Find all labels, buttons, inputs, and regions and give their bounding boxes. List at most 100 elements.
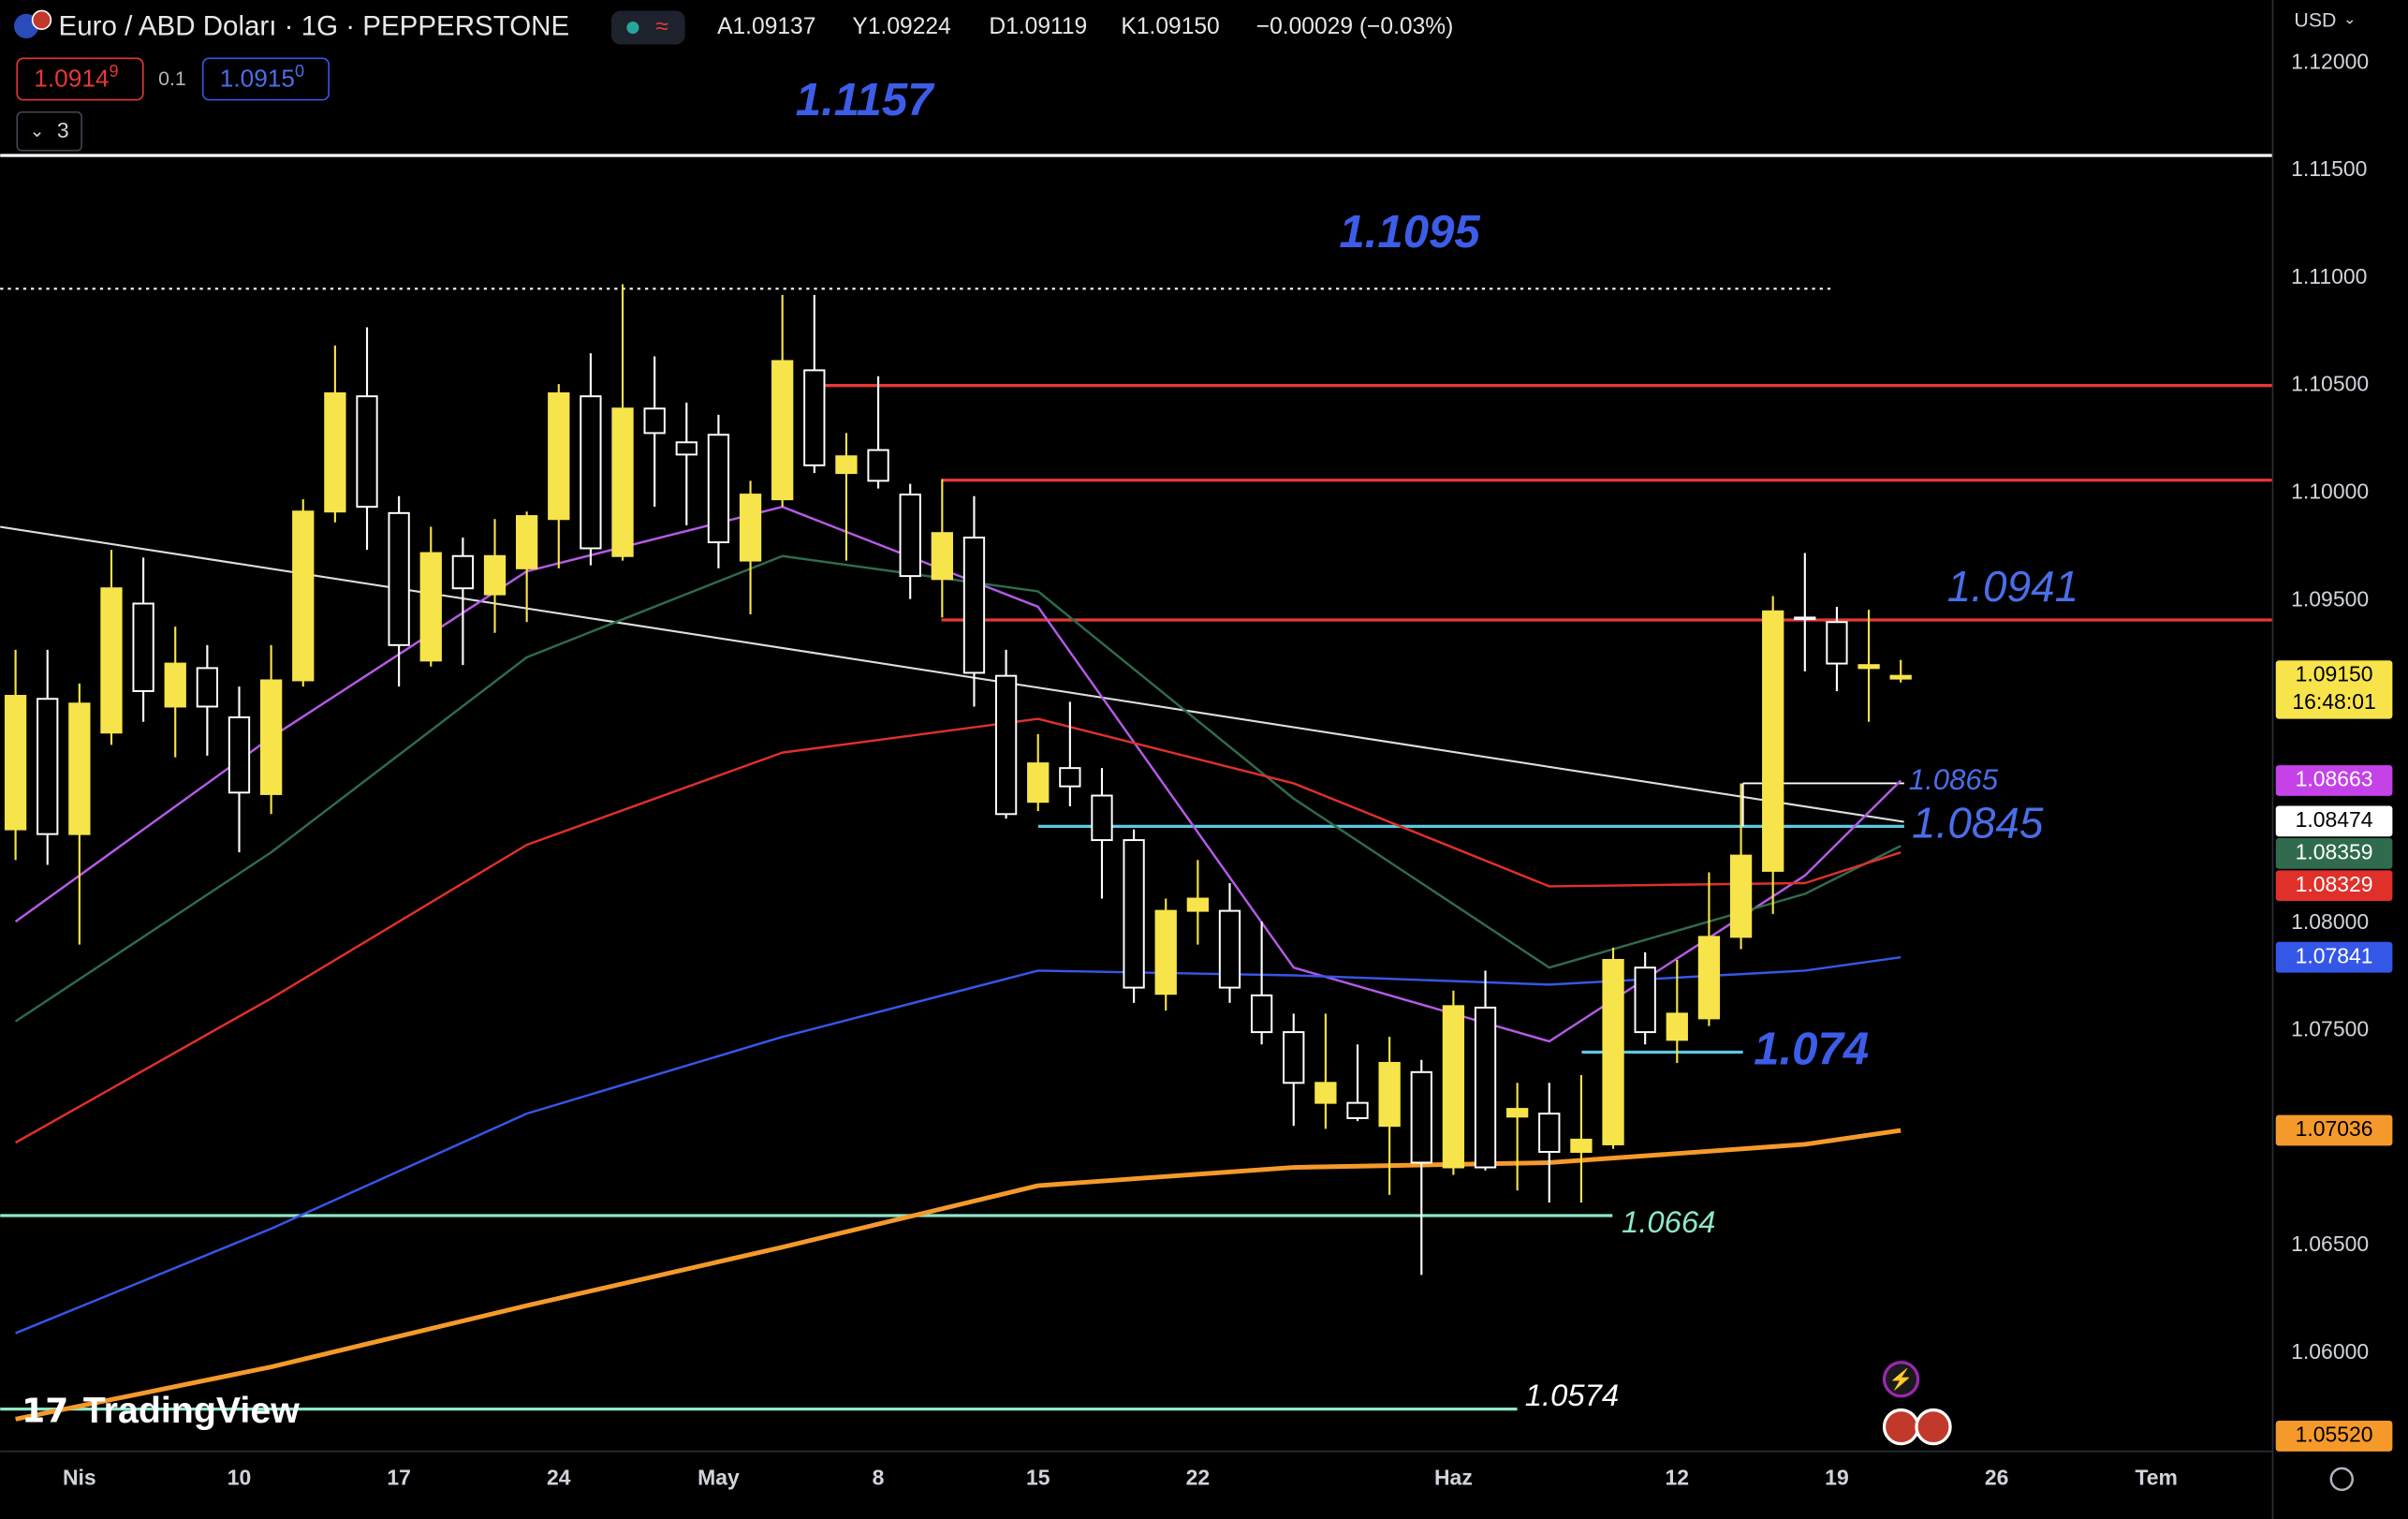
candle-body bbox=[4, 695, 27, 831]
sell-price-main[interactable]: 1.0914 bbox=[34, 64, 109, 92]
candle-body bbox=[196, 667, 219, 708]
moving-average bbox=[14, 717, 1901, 1144]
buy-price-main[interactable]: 1.0915 bbox=[220, 64, 295, 92]
price-tag-label: 1.08359 bbox=[2296, 839, 2373, 863]
level-label: 1.0865 bbox=[1909, 763, 1999, 796]
logo-text: TradingView bbox=[83, 1390, 301, 1431]
buy-price[interactable]: 1.09150 bbox=[220, 62, 304, 92]
candle-body bbox=[1794, 616, 1816, 621]
price-tag-label: 1.07841 bbox=[2296, 943, 2373, 967]
candle-body bbox=[1378, 1061, 1401, 1128]
countdown: 16:48:01 bbox=[2292, 689, 2375, 714]
us-icon bbox=[31, 9, 52, 30]
x-tick-label: 24 bbox=[547, 1465, 571, 1489]
moving-average bbox=[14, 505, 1902, 1043]
x-tick-label: Nis bbox=[63, 1465, 96, 1489]
symbol-title[interactable]: Euro / ABD Doları · 1G · PEPPERSTONE bbox=[59, 10, 570, 41]
candle-body bbox=[771, 360, 794, 501]
level-label: 1.074 bbox=[1754, 1023, 1869, 1074]
ohlc-readout: D1.09119 bbox=[989, 14, 1087, 39]
candle-body bbox=[548, 391, 570, 521]
candle-body bbox=[1250, 994, 1273, 1034]
candle-body bbox=[292, 510, 315, 682]
price-tag bbox=[2275, 765, 2393, 796]
candle-body bbox=[1697, 936, 1721, 1020]
price-tag-label: 1.05520 bbox=[2296, 1423, 2373, 1447]
candle-body bbox=[1570, 1138, 1593, 1153]
logo-mark: 𝟭𝟳 bbox=[22, 1391, 68, 1429]
candle-body bbox=[1666, 1012, 1688, 1041]
candle-body bbox=[1889, 674, 1912, 680]
chevron: ⌄ bbox=[29, 121, 44, 141]
y-tick-label: 1.09500 bbox=[2291, 586, 2369, 611]
sell-price-pip[interactable]: 9 bbox=[110, 62, 119, 81]
candle-body bbox=[1346, 1101, 1369, 1119]
candle-body bbox=[1538, 1113, 1561, 1153]
candle-body bbox=[1857, 664, 1880, 670]
y-tick-label: 1.07500 bbox=[2291, 1017, 2369, 1041]
indicator-count[interactable]: 3 bbox=[57, 118, 69, 142]
indicator-toggle[interactable] bbox=[16, 111, 82, 152]
price-tag-label: 1.08663 bbox=[2296, 767, 2373, 791]
candle-body bbox=[643, 407, 666, 435]
event-icon[interactable] bbox=[1882, 1361, 1920, 1398]
price-tag-label: 1.08329 bbox=[2296, 872, 2373, 896]
trendline bbox=[0, 525, 1904, 823]
candle-body bbox=[516, 515, 538, 569]
candle-body bbox=[1474, 1006, 1497, 1169]
x-tick-label: 15 bbox=[1026, 1465, 1050, 1489]
candle-body bbox=[1729, 854, 1753, 938]
candle-body bbox=[1091, 794, 1113, 842]
candle-body bbox=[419, 552, 442, 662]
x-tick-label: Tem bbox=[2135, 1465, 2178, 1489]
buy-button[interactable] bbox=[201, 57, 330, 101]
candle-body bbox=[164, 662, 186, 708]
candle-body bbox=[707, 434, 730, 544]
candle-body bbox=[1186, 897, 1210, 912]
candle-body bbox=[962, 537, 986, 674]
settings-button[interactable] bbox=[2329, 1467, 2354, 1492]
candle-body bbox=[739, 494, 762, 562]
y-tick-label: 1.10500 bbox=[2291, 372, 2369, 396]
moving-average bbox=[15, 1128, 1901, 1422]
x-tick-label: 22 bbox=[1186, 1465, 1211, 1489]
candle-body bbox=[675, 441, 697, 456]
sell-button[interactable] bbox=[16, 57, 144, 101]
candle-body bbox=[356, 395, 378, 509]
candle-body bbox=[1762, 610, 1784, 872]
y-tick-label: 1.10000 bbox=[2291, 479, 2369, 504]
candle-body bbox=[451, 554, 475, 590]
level-label: 1.0845 bbox=[1912, 798, 2044, 847]
level-label: 1.0574 bbox=[1525, 1378, 1619, 1412]
us-event[interactable] bbox=[1882, 1408, 1920, 1446]
buy-price-pip[interactable]: 0 bbox=[295, 62, 304, 81]
candle-body bbox=[132, 602, 154, 692]
y-tick-label: 1.06500 bbox=[2291, 1231, 2369, 1256]
currency[interactable]: USD bbox=[2294, 9, 2336, 32]
currency-chevron[interactable]: ⌄ bbox=[2343, 11, 2357, 28]
candle-body bbox=[1218, 909, 1241, 989]
candle-body bbox=[37, 698, 59, 835]
candle-body bbox=[68, 702, 91, 835]
candle-body bbox=[931, 532, 953, 581]
candle-body bbox=[100, 587, 123, 734]
candle-body bbox=[1506, 1108, 1529, 1118]
us-event[interactable] bbox=[1915, 1408, 1952, 1446]
price-tag bbox=[2275, 1114, 2393, 1146]
candle-body bbox=[1154, 909, 1177, 995]
event-glyph: ⚡ bbox=[1888, 1367, 1914, 1392]
price-tag-label: 1.09150 bbox=[2296, 662, 2373, 686]
candle-body bbox=[1027, 762, 1050, 804]
y-tick-label: 1.12000 bbox=[2291, 49, 2369, 73]
candle-body bbox=[1826, 621, 1848, 665]
sell-price[interactable]: 1.09149 bbox=[34, 62, 118, 92]
candle-body bbox=[1634, 966, 1656, 1034]
candle-body bbox=[1442, 1005, 1465, 1169]
candle-body bbox=[388, 511, 410, 646]
status-badge[interactable] bbox=[610, 10, 685, 45]
candle-body bbox=[1059, 767, 1081, 788]
price-tag bbox=[2275, 1421, 2393, 1452]
